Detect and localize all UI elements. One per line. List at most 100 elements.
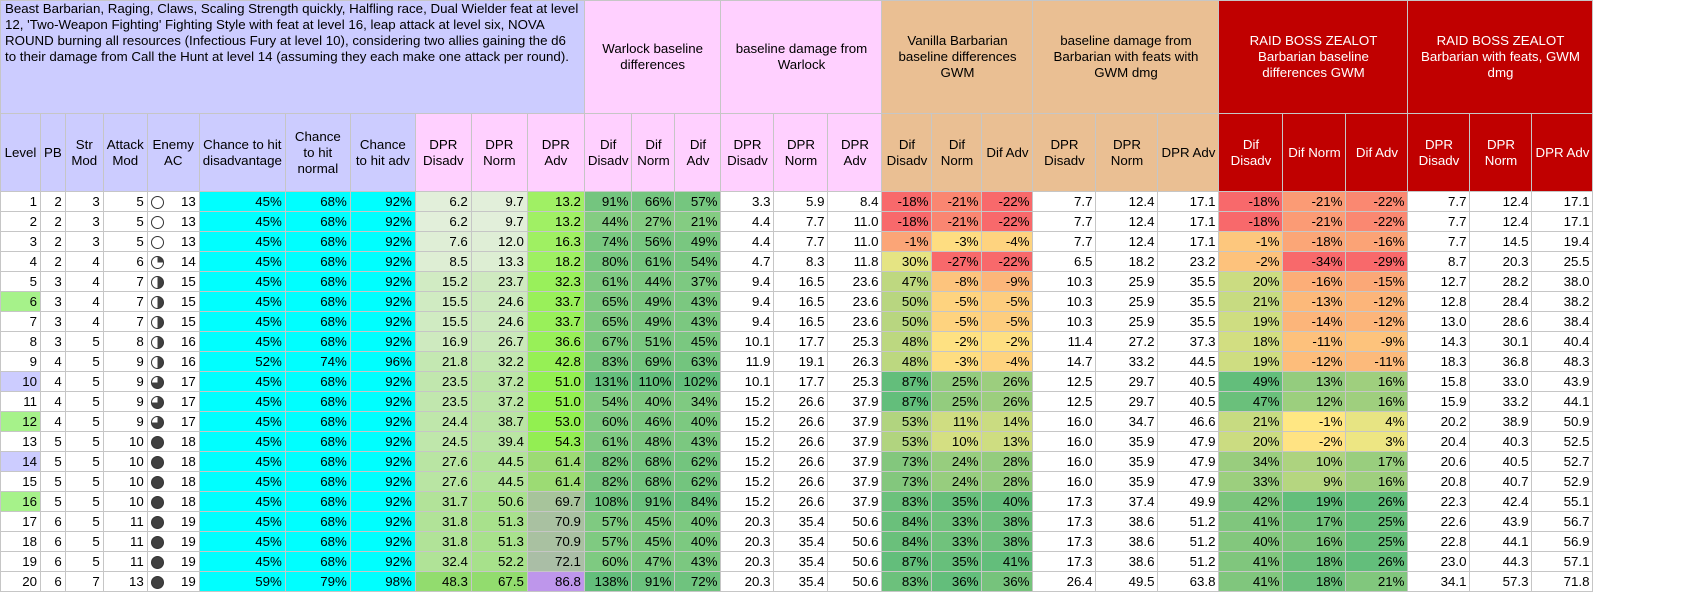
table-cell[interactable]: 25.3 (827, 331, 883, 352)
table-cell[interactable]: 47.9 (1157, 471, 1220, 492)
table-cell[interactable]: -5% (931, 291, 983, 312)
table-cell[interactable]: 45% (198, 231, 286, 252)
table-cell[interactable]: 18% (1282, 551, 1347, 572)
table-cell[interactable]: 98% (349, 571, 416, 592)
table-cell[interactable]: 8.3 (773, 251, 829, 272)
table-cell[interactable]: 37.9 (827, 411, 883, 432)
table-cell[interactable]: 45% (198, 431, 286, 452)
table-cell[interactable]: 40% (674, 531, 722, 552)
table-cell[interactable]: 16.0 (1032, 431, 1097, 452)
table-cell[interactable]: 45% (198, 511, 286, 532)
table-cell[interactable]: 56% (631, 231, 676, 252)
table-cell[interactable]: 40% (1218, 531, 1284, 552)
table-cell[interactable]: 40.3 (1469, 431, 1533, 452)
table-cell[interactable]: 87% (881, 391, 933, 412)
table-cell[interactable]: 53.0 (526, 411, 585, 432)
table-cell[interactable]: 44% (583, 211, 633, 232)
table-cell[interactable]: 30% (881, 251, 933, 272)
column-header[interactable]: DPR Disadv (1407, 113, 1471, 192)
table-cell[interactable]: 26% (981, 371, 1034, 392)
column-header[interactable]: Dif Disadv (1218, 113, 1284, 192)
table-cell[interactable]: 35.5 (1157, 311, 1220, 332)
table-cell[interactable]: 68% (284, 471, 351, 492)
table-cell[interactable]: 14 (146, 251, 200, 272)
table-cell[interactable]: 16% (1282, 531, 1347, 552)
table-cell[interactable]: 33.2 (1095, 351, 1159, 372)
table-cell[interactable]: 15.2 (720, 471, 775, 492)
table-cell[interactable]: 45% (198, 491, 286, 512)
table-cell[interactable]: 45% (198, 211, 286, 232)
table-cell[interactable]: -3% (931, 231, 983, 252)
table-cell[interactable]: 67% (583, 331, 633, 352)
table-cell[interactable]: 73% (881, 471, 933, 492)
table-cell[interactable]: 25% (1345, 511, 1409, 532)
table-cell[interactable]: 26.6 (773, 391, 829, 412)
table-cell[interactable]: 63% (674, 351, 722, 372)
table-cell[interactable]: -16% (1282, 271, 1347, 292)
table-cell[interactable]: 4 (40, 351, 66, 372)
table-cell[interactable]: 92% (349, 371, 416, 392)
table-cell[interactable]: 19 (0, 551, 41, 572)
table-cell[interactable]: 5 (64, 511, 104, 532)
table-cell[interactable]: 68% (284, 431, 351, 452)
table-cell[interactable]: 5 (40, 451, 66, 472)
table-cell[interactable]: 7.7 (773, 211, 829, 232)
table-cell[interactable]: 92% (349, 231, 416, 252)
table-cell[interactable]: 69% (631, 351, 676, 372)
table-cell[interactable]: 87% (881, 371, 933, 392)
table-cell[interactable]: 61.4 (526, 471, 585, 492)
table-cell[interactable]: 50.6 (827, 531, 883, 552)
table-cell[interactable]: 12.4 (1469, 191, 1533, 212)
table-cell[interactable]: 2 (0, 211, 41, 232)
table-cell[interactable]: -18% (881, 191, 933, 212)
table-cell[interactable]: 33.7 (526, 291, 585, 312)
table-cell[interactable]: 43.9 (1531, 371, 1594, 392)
table-cell[interactable]: -21% (931, 191, 983, 212)
table-cell[interactable]: 18 (146, 491, 200, 512)
table-cell[interactable]: 23.0 (1407, 551, 1471, 572)
table-cell[interactable]: 60% (583, 551, 633, 572)
table-cell[interactable]: 19.4 (1531, 231, 1594, 252)
table-cell[interactable]: 9 (102, 351, 148, 372)
table-cell[interactable]: 19% (1282, 491, 1347, 512)
table-cell[interactable]: 14 (0, 451, 41, 472)
table-cell[interactable]: 15.9 (1407, 391, 1471, 412)
table-cell[interactable]: 91% (631, 571, 676, 592)
table-cell[interactable]: 16.0 (1032, 471, 1097, 492)
table-cell[interactable]: 43% (674, 431, 722, 452)
group-warlock-base[interactable]: baseline damage from Warlock (720, 0, 883, 114)
table-cell[interactable]: 83% (881, 491, 933, 512)
column-header[interactable]: DPR Adv (526, 113, 585, 192)
table-cell[interactable]: 47% (1218, 391, 1284, 412)
table-cell[interactable]: 5 (40, 471, 66, 492)
table-cell[interactable]: 43% (674, 291, 722, 312)
table-cell[interactable]: 35.9 (1095, 431, 1159, 452)
table-cell[interactable]: -21% (931, 211, 983, 232)
column-header[interactable]: DPR Adv (1531, 113, 1594, 192)
table-cell[interactable]: 32.3 (526, 271, 585, 292)
table-cell[interactable]: 3.3 (720, 191, 775, 212)
table-cell[interactable]: 11.0 (827, 231, 883, 252)
table-cell[interactable]: 22.6 (1407, 511, 1471, 532)
table-cell[interactable]: 27.6 (414, 451, 472, 472)
table-cell[interactable]: 26.6 (773, 411, 829, 432)
table-cell[interactable]: 31.7 (414, 491, 472, 512)
table-cell[interactable]: 16.5 (773, 311, 829, 332)
table-cell[interactable]: -22% (1345, 211, 1409, 232)
table-cell[interactable]: 131% (583, 371, 633, 392)
table-cell[interactable]: 20.8 (1407, 471, 1471, 492)
table-cell[interactable]: 33% (1218, 471, 1284, 492)
table-cell[interactable]: 19 (146, 511, 200, 532)
table-cell[interactable]: 6.2 (414, 211, 472, 232)
table-cell[interactable]: 13 (102, 571, 148, 592)
table-cell[interactable]: 49% (674, 231, 722, 252)
table-cell[interactable]: 62% (674, 471, 722, 492)
table-cell[interactable]: 16 (0, 491, 41, 512)
table-cell[interactable]: -15% (1345, 271, 1409, 292)
table-cell[interactable]: 68% (284, 451, 351, 472)
table-cell[interactable]: 5 (64, 471, 104, 492)
table-cell[interactable]: 57% (583, 531, 633, 552)
table-cell[interactable]: 17.7 (773, 331, 829, 352)
table-cell[interactable]: 14.3 (1407, 331, 1471, 352)
table-cell[interactable]: 28.6 (1469, 311, 1533, 332)
